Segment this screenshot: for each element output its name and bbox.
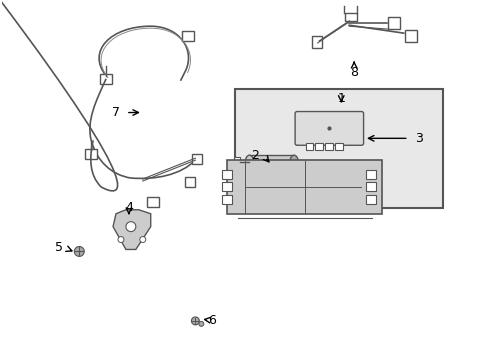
FancyBboxPatch shape [366,170,376,179]
FancyBboxPatch shape [316,143,323,150]
FancyBboxPatch shape [295,112,364,145]
Circle shape [140,237,146,243]
Circle shape [118,237,124,243]
FancyBboxPatch shape [182,31,195,41]
FancyBboxPatch shape [366,183,376,192]
FancyBboxPatch shape [85,149,97,159]
Text: 1: 1 [337,92,345,105]
Circle shape [199,321,204,327]
Polygon shape [113,210,151,249]
FancyBboxPatch shape [313,36,322,48]
FancyBboxPatch shape [335,143,343,150]
FancyBboxPatch shape [306,143,314,150]
Circle shape [192,317,199,325]
FancyBboxPatch shape [345,13,357,21]
Ellipse shape [245,155,254,169]
FancyBboxPatch shape [235,89,443,208]
FancyBboxPatch shape [147,197,159,207]
Text: 8: 8 [350,66,358,79]
FancyBboxPatch shape [193,154,202,164]
Text: 4: 4 [125,201,133,214]
FancyBboxPatch shape [185,177,196,187]
Circle shape [126,222,136,231]
FancyBboxPatch shape [366,195,376,204]
Text: 6: 6 [208,314,216,327]
Text: 2: 2 [251,149,259,162]
FancyBboxPatch shape [222,170,232,179]
FancyBboxPatch shape [100,74,112,84]
FancyBboxPatch shape [388,17,400,29]
FancyBboxPatch shape [222,183,232,192]
FancyBboxPatch shape [234,157,240,167]
Polygon shape [249,155,294,169]
FancyBboxPatch shape [405,30,416,42]
Circle shape [74,247,84,256]
Text: 3: 3 [415,132,422,145]
FancyBboxPatch shape [222,195,232,204]
FancyBboxPatch shape [227,160,382,214]
FancyBboxPatch shape [325,143,333,150]
Ellipse shape [290,155,298,169]
Text: 5: 5 [55,241,63,254]
Text: 7: 7 [112,106,120,119]
